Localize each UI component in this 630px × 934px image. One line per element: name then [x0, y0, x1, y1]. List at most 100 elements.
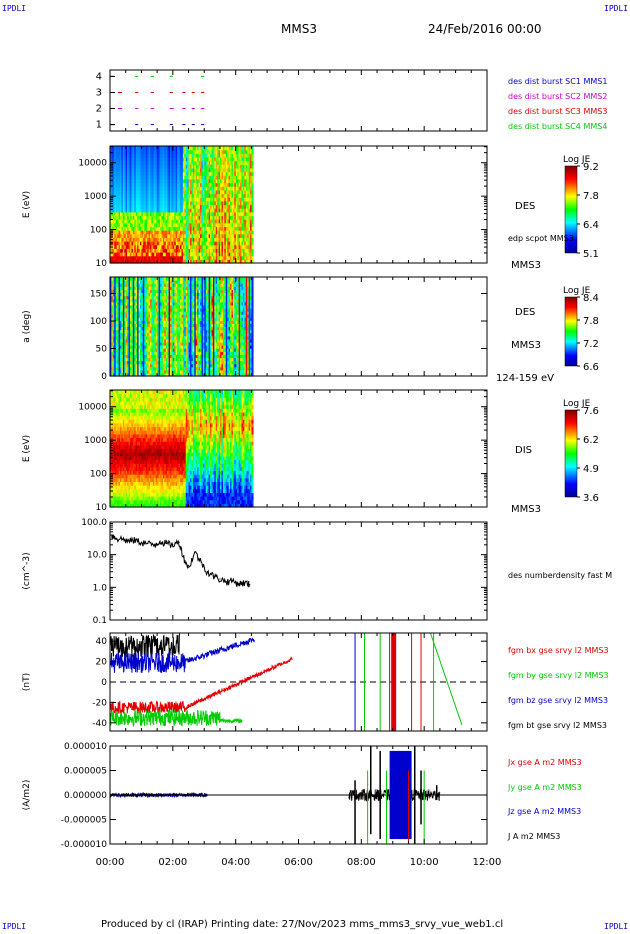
- spectrogram-cell: [167, 354, 170, 359]
- spectrogram-cell: [147, 323, 150, 328]
- spectrogram-cell: [184, 329, 187, 334]
- spectrogram-cell: [180, 326, 183, 331]
- spectrogram-cell: [200, 259, 203, 264]
- spectrogram-cell: [128, 171, 131, 176]
- spectrogram-cell: [207, 153, 210, 158]
- spectrogram-cell: [225, 156, 228, 162]
- spectrogram-cell: [182, 338, 185, 343]
- spectrogram-cell: [190, 175, 193, 180]
- spectrogram-cell: [181, 208, 184, 213]
- spectrogram-cell: [147, 338, 150, 343]
- spectrogram-cell: [210, 186, 213, 191]
- spectrogram-cell: [231, 259, 234, 264]
- spectrogram-cell: [148, 233, 151, 239]
- spectrogram-cell: [214, 204, 217, 209]
- spectrogram-cell: [181, 320, 184, 325]
- spectrogram-cell: [194, 222, 197, 228]
- spectrogram-cell: [160, 248, 163, 253]
- spectrogram-cell: [158, 341, 161, 346]
- spectrogram-cell: [245, 193, 248, 198]
- spectrogram-cell: [205, 230, 208, 235]
- spectrogram-cell: [182, 186, 185, 191]
- spectrogram-cell: [154, 171, 157, 176]
- spectrogram-cell: [192, 160, 195, 165]
- spectrogram-cell: [140, 189, 143, 195]
- spectrogram-cell: [230, 182, 233, 187]
- spectrogram-cell: [124, 182, 127, 187]
- spectrogram-cell: [218, 255, 221, 260]
- spectrogram-cell: [115, 338, 118, 343]
- spectrogram-cell: [164, 304, 167, 309]
- spectrogram-cell: [214, 200, 217, 206]
- spectrogram-cell: [251, 219, 254, 224]
- spectrogram-cell: [171, 363, 174, 368]
- spectrogram-cell: [202, 171, 205, 176]
- spectrogram-cell: [140, 186, 143, 191]
- spectrogram-cell: [172, 211, 175, 217]
- spectrogram-cell: [201, 149, 204, 154]
- spectrogram-cell: [248, 255, 251, 260]
- spectrogram-cell: [234, 244, 237, 249]
- spectrogram-cell: [208, 248, 211, 253]
- spectrogram-cell: [140, 244, 143, 249]
- spectrogram-cell: [111, 289, 114, 294]
- spectrogram-cell: [172, 215, 175, 220]
- spectrogram-cell: [250, 167, 253, 173]
- spectrogram-cell: [124, 369, 127, 374]
- spectrogram-cell: [195, 153, 198, 158]
- spectrogram-cell: [171, 351, 174, 355]
- spectrogram-cell: [117, 295, 120, 300]
- spectrogram-cell: [121, 200, 124, 206]
- spectrogram-cell: [138, 230, 141, 235]
- spectrogram-cell: [157, 304, 160, 309]
- spectrogram-cell: [147, 208, 150, 213]
- spectrogram-cell: [168, 171, 171, 176]
- spectrogram-cell: [220, 164, 223, 169]
- spectrogram-cell: [172, 241, 175, 246]
- spectrogram-cell: [115, 360, 118, 365]
- spectrogram-cell: [215, 146, 218, 151]
- spectrogram-cell: [160, 156, 163, 162]
- spectrogram-cell: [118, 357, 121, 362]
- spectrogram-cell: [248, 219, 251, 224]
- spectrogram-cell: [130, 186, 133, 191]
- spectrogram-cell: [175, 311, 178, 315]
- spectrogram-cell: [242, 200, 245, 206]
- spectrogram-cell: [220, 248, 223, 253]
- spectrogram-cell: [120, 175, 123, 180]
- spectrogram-cell: [248, 200, 251, 206]
- spectrogram-cell: [151, 320, 154, 325]
- spectrogram-cell: [134, 175, 137, 180]
- spectrogram-cell: [172, 164, 175, 169]
- spectrogram-cell: [215, 241, 218, 246]
- spectrogram-cell: [148, 211, 151, 217]
- spectrogram-cell: [184, 320, 187, 325]
- spectrogram-cell: [212, 252, 215, 257]
- spectrogram-cell: [212, 226, 215, 231]
- spectrogram-cell: [142, 369, 145, 374]
- spectrogram-cell: [161, 233, 164, 239]
- spectrogram-cell: [174, 208, 177, 213]
- spectrogram-cell: [197, 175, 200, 180]
- spectrogram-cell: [115, 341, 118, 346]
- spectrogram-cell: [185, 323, 188, 328]
- spectrogram-cell: [174, 369, 177, 374]
- spectrogram-cell: [214, 252, 217, 257]
- spectrogram-cell: [185, 348, 188, 352]
- spectrogram-cell: [121, 233, 124, 239]
- spectrogram-cell: [134, 369, 137, 374]
- spectrogram-cell: [160, 204, 163, 209]
- spectrogram-cell: [190, 197, 193, 202]
- spectrogram-cell: [161, 259, 164, 264]
- spectrogram-cell: [112, 311, 115, 315]
- spectrogram-cell: [127, 241, 130, 246]
- spectrogram-cell: [130, 208, 133, 213]
- spectrogram-cell: [211, 189, 214, 195]
- spectrogram-cell: [135, 167, 138, 173]
- spectrogram-cell: [191, 259, 194, 264]
- spectrogram-cell: [184, 307, 187, 312]
- spectrogram-cell: [147, 189, 150, 195]
- spectrogram-cell: [181, 171, 184, 176]
- spectrogram-cell: [135, 149, 138, 154]
- spectrogram-cell: [127, 237, 130, 242]
